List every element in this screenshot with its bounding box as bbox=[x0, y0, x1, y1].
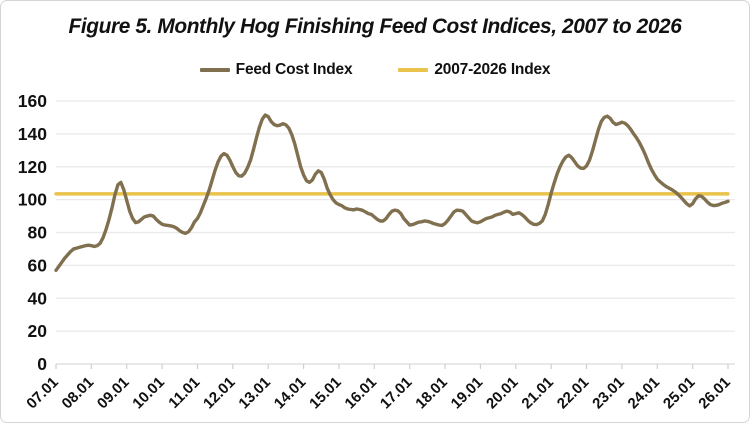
legend-item-feed-cost-index: Feed Cost Index bbox=[199, 61, 353, 79]
x-tick-label: 25.01 bbox=[660, 374, 699, 413]
x-tick-label: 16.01 bbox=[342, 374, 381, 413]
x-tick-label: 20.01 bbox=[483, 374, 522, 413]
feed-cost-line-swatch-icon bbox=[199, 68, 230, 72]
x-tick-label: 10.01 bbox=[129, 374, 168, 413]
y-tick-label: 20 bbox=[28, 321, 48, 341]
x-tick-label: 19.01 bbox=[448, 374, 487, 413]
x-tick-label: 18.01 bbox=[412, 374, 451, 413]
x-tick-label: 07.01 bbox=[23, 374, 62, 413]
y-tick-label: 60 bbox=[28, 255, 48, 275]
y-tick-label: 0 bbox=[37, 354, 47, 374]
legend: Feed Cost Index 2007-2026 Index bbox=[1, 61, 749, 79]
x-tick-label: 08.01 bbox=[59, 374, 98, 413]
y-tick-label: 140 bbox=[18, 124, 47, 144]
x-tick-label: 09.01 bbox=[94, 374, 133, 413]
feed-cost-index-line bbox=[54, 113, 730, 273]
y-tick-label: 40 bbox=[28, 288, 48, 308]
legend-item-average-index: 2007-2026 Index bbox=[398, 61, 551, 79]
legend-label-average-index: 2007-2026 Index bbox=[434, 61, 551, 78]
x-tick-label: 21.01 bbox=[518, 374, 557, 413]
y-tick-label: 100 bbox=[18, 190, 47, 210]
y-tick-label: 160 bbox=[18, 91, 47, 111]
x-tick-label: 17.01 bbox=[377, 374, 416, 413]
x-tick-label: 24.01 bbox=[625, 374, 664, 413]
x-tick-label: 23.01 bbox=[589, 374, 628, 413]
x-tick-label: 26.01 bbox=[695, 374, 734, 413]
x-tick-label: 15.01 bbox=[306, 374, 345, 413]
y-tick-label: 120 bbox=[18, 157, 47, 177]
legend-label-feed-cost-index: Feed Cost Index bbox=[235, 61, 353, 78]
x-tick-label: 12.01 bbox=[200, 374, 239, 413]
x-tick-label: 14.01 bbox=[271, 374, 310, 413]
chart-title: Figure 5. Monthly Hog Finishing Feed Cos… bbox=[68, 14, 682, 38]
x-tick-label: 13.01 bbox=[235, 374, 274, 413]
x-tick-label: 11.01 bbox=[165, 374, 203, 412]
average-line-swatch-icon bbox=[398, 68, 429, 72]
x-tick-label: 22.01 bbox=[554, 374, 593, 413]
y-tick-label: 80 bbox=[28, 223, 48, 243]
